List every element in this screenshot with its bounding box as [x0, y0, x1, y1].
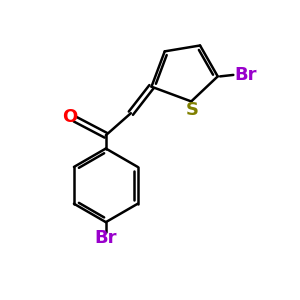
Text: Br: Br: [234, 66, 257, 84]
Text: S: S: [186, 101, 199, 119]
Text: O: O: [62, 108, 77, 126]
Text: Br: Br: [94, 229, 117, 247]
